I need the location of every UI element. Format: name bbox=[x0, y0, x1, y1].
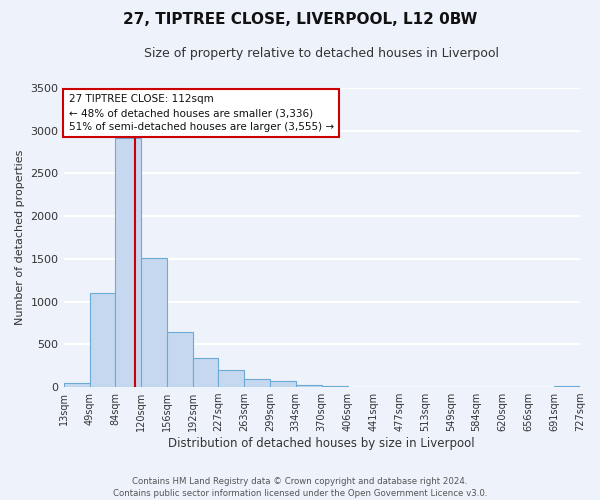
Y-axis label: Number of detached properties: Number of detached properties bbox=[15, 150, 25, 326]
Text: 27, TIPTREE CLOSE, LIVERPOOL, L12 0BW: 27, TIPTREE CLOSE, LIVERPOOL, L12 0BW bbox=[123, 12, 477, 28]
Bar bbox=[64, 383, 89, 387]
X-axis label: Distribution of detached houses by size in Liverpool: Distribution of detached houses by size … bbox=[169, 437, 475, 450]
Bar bbox=[244, 378, 271, 387]
Title: Size of property relative to detached houses in Liverpool: Size of property relative to detached ho… bbox=[144, 48, 499, 60]
Bar bbox=[322, 386, 348, 387]
Bar bbox=[115, 138, 141, 387]
Bar bbox=[89, 293, 115, 387]
Bar bbox=[193, 358, 218, 387]
Bar bbox=[271, 380, 296, 387]
Bar bbox=[554, 386, 580, 387]
Bar bbox=[218, 370, 244, 387]
Bar bbox=[141, 258, 167, 387]
Text: 27 TIPTREE CLOSE: 112sqm
← 48% of detached houses are smaller (3,336)
51% of sem: 27 TIPTREE CLOSE: 112sqm ← 48% of detach… bbox=[69, 94, 334, 132]
Bar bbox=[167, 332, 193, 387]
Text: Contains HM Land Registry data © Crown copyright and database right 2024.
Contai: Contains HM Land Registry data © Crown c… bbox=[113, 476, 487, 498]
Bar bbox=[296, 386, 322, 387]
